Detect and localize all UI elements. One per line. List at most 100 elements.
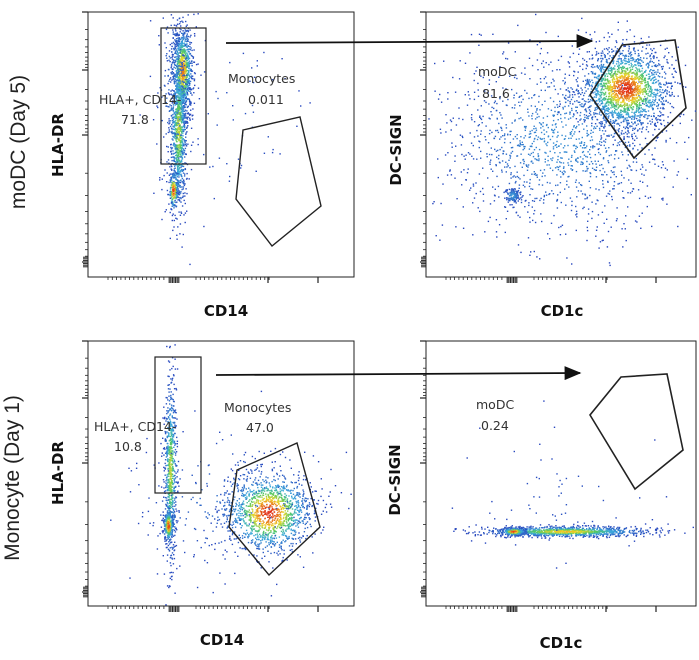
cell-event — [473, 121, 476, 123]
cell-event — [569, 132, 571, 134]
cell-event — [184, 183, 186, 185]
cell-event — [653, 55, 655, 57]
cell-event — [541, 184, 544, 186]
cell-event — [516, 144, 519, 147]
cell-event — [550, 61, 552, 63]
cell-event — [180, 196, 182, 199]
cell-event — [170, 164, 172, 166]
cell-event — [182, 106, 184, 108]
cell-event — [179, 120, 181, 122]
cell-event — [179, 63, 181, 66]
cell-event — [520, 101, 523, 103]
cell-event — [180, 46, 182, 49]
cell-event — [529, 130, 531, 133]
cell-event — [188, 65, 190, 67]
cell-event — [580, 105, 583, 107]
cell-event — [638, 81, 640, 83]
cell-event — [560, 176, 562, 178]
cell-event — [531, 64, 534, 67]
cell-event — [567, 164, 570, 166]
cell-event — [177, 71, 179, 74]
cell-event — [176, 137, 178, 139]
cell-event — [172, 72, 175, 74]
cell-event — [472, 202, 474, 204]
cell-event — [509, 75, 511, 77]
cell-event — [184, 109, 187, 111]
cell-event — [165, 28, 168, 31]
cell-event — [184, 212, 187, 214]
cell-event — [586, 156, 589, 158]
cell-event — [186, 66, 188, 68]
cell-event — [173, 73, 175, 75]
cell-event — [607, 32, 609, 34]
cell-event — [564, 73, 566, 75]
cell-event — [189, 90, 191, 93]
cell-event — [642, 181, 644, 183]
cell-event — [595, 176, 598, 178]
cell-event — [626, 69, 629, 71]
cell-event — [606, 85, 608, 88]
cell-event — [170, 131, 173, 134]
cell-event — [506, 104, 508, 107]
cell-event — [628, 98, 630, 101]
cell-event — [571, 204, 573, 207]
cell-event — [173, 168, 175, 170]
cell-event — [480, 117, 482, 119]
cell-event — [437, 98, 440, 100]
cell-event — [686, 177, 688, 180]
cell-event — [620, 63, 622, 65]
cell-event — [570, 168, 572, 170]
cell-event — [171, 214, 174, 217]
cell-event — [174, 122, 176, 124]
cell-event — [647, 122, 649, 125]
cell-event — [538, 95, 540, 98]
cell-event — [551, 159, 553, 162]
cell-event — [608, 193, 611, 195]
cell-event — [665, 95, 667, 98]
cell-event — [618, 144, 621, 146]
cell-event — [184, 79, 187, 81]
cell-event — [178, 40, 180, 42]
cell-event — [185, 53, 187, 56]
cell-event — [649, 55, 651, 58]
cell-event — [640, 41, 642, 43]
cell-event — [179, 186, 181, 188]
cell-event — [186, 46, 188, 48]
cell-event — [608, 112, 610, 115]
cell-event — [616, 48, 619, 50]
cell-event — [171, 201, 173, 203]
cell-event — [539, 78, 542, 80]
cell-event — [169, 166, 171, 168]
cell-event — [557, 166, 560, 169]
cell-event — [170, 148, 173, 150]
cell-event — [556, 207, 559, 209]
cell-event — [597, 66, 599, 68]
cell-event — [594, 160, 596, 162]
cell-event — [172, 110, 175, 112]
cell-event — [564, 81, 566, 83]
cell-event — [588, 51, 590, 53]
cell-event — [584, 103, 586, 105]
cell-event — [186, 126, 188, 128]
cell-event — [577, 29, 580, 31]
cell-event — [607, 69, 610, 71]
cell-event — [551, 128, 553, 131]
cell-event — [621, 116, 623, 118]
cell-event — [164, 69, 167, 72]
cell-event — [585, 155, 587, 158]
cell-event — [598, 122, 601, 124]
cell-event — [624, 131, 627, 134]
cell-event — [567, 176, 569, 178]
cell-event — [183, 214, 185, 216]
cell-event — [622, 190, 624, 192]
cell-event — [446, 122, 448, 124]
cell-event — [599, 164, 601, 166]
cell-event — [614, 166, 616, 168]
cell-event — [567, 99, 569, 102]
cell-event — [536, 109, 538, 111]
cell-event — [470, 142, 473, 144]
cell-event — [547, 108, 550, 110]
cell-event — [170, 71, 172, 74]
cell-event — [189, 114, 191, 116]
cell-event — [177, 23, 179, 25]
